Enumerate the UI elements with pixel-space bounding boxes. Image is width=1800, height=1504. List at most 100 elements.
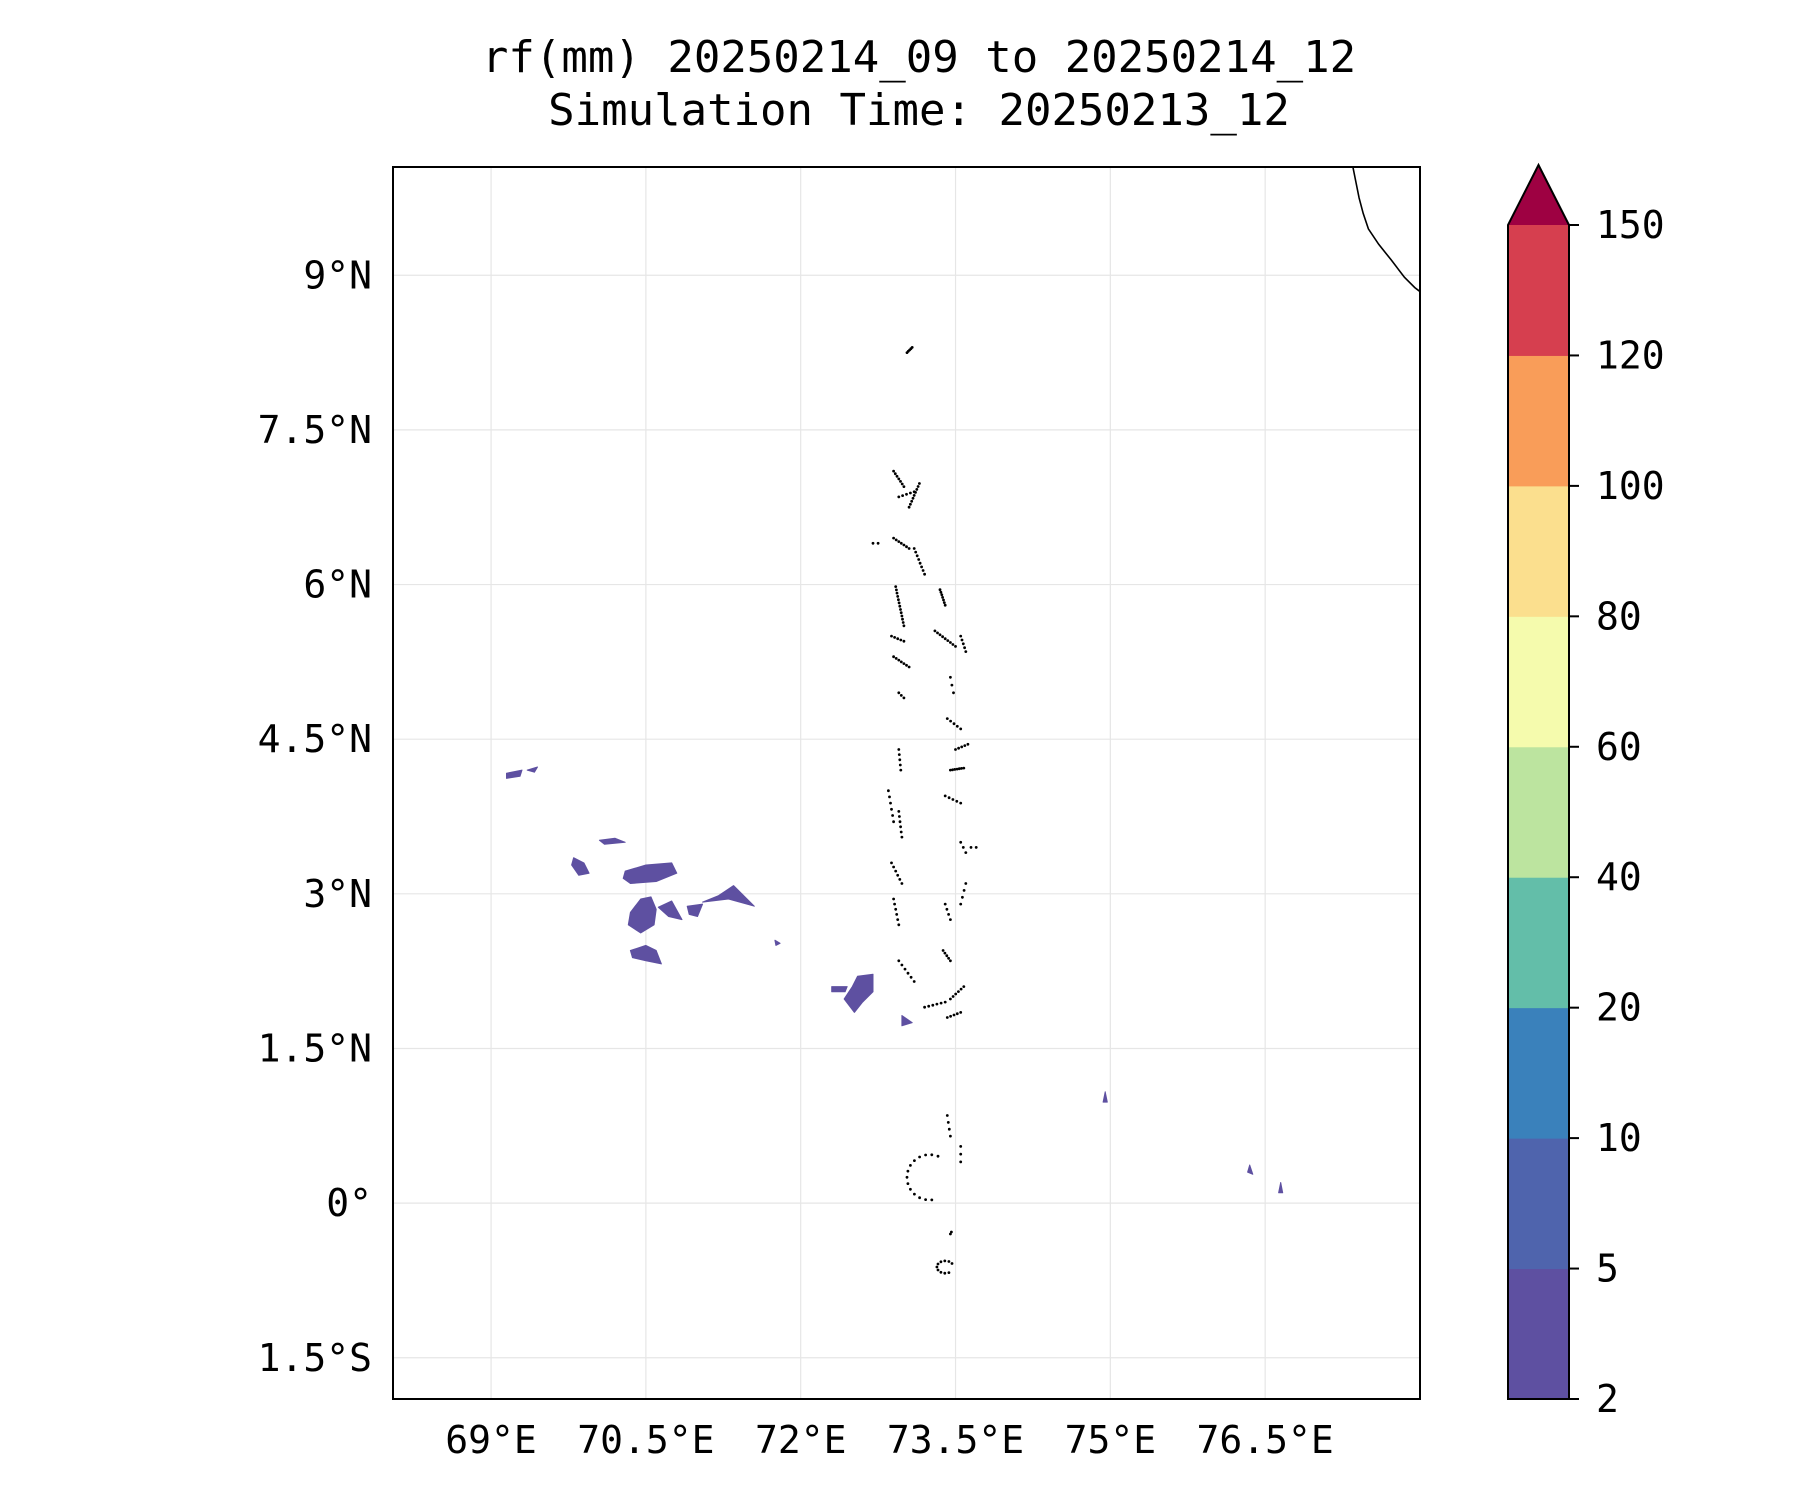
lat-tick-label: 9°N <box>303 253 372 297</box>
rain-patch <box>629 944 662 965</box>
rainfall-patches <box>506 766 1284 1194</box>
island-dot <box>900 882 904 885</box>
island-dot <box>894 585 898 588</box>
island-dot <box>947 956 950 960</box>
colorbar-tick-label: 60 <box>1596 725 1642 769</box>
island-dot <box>954 748 957 751</box>
island-dot <box>888 795 891 799</box>
rain-patch <box>1102 1091 1108 1103</box>
island-dot <box>947 1127 951 1131</box>
island-dot <box>959 1011 963 1014</box>
island-dot <box>900 963 904 967</box>
lon-tick-label: 69°E <box>445 1418 537 1462</box>
island-dot <box>949 719 952 723</box>
island-dot <box>945 907 949 911</box>
island-dot <box>946 639 950 642</box>
island-dot <box>938 588 942 592</box>
colorbar-segment <box>1508 1138 1569 1270</box>
colorbar-segment <box>1508 877 1569 1009</box>
island-dot <box>949 997 952 1001</box>
island-dot <box>892 469 895 473</box>
island-dot <box>895 474 899 478</box>
island-dot <box>917 558 921 561</box>
island-dot <box>960 745 964 749</box>
island-dot <box>954 992 958 996</box>
island-dot <box>951 768 954 772</box>
island-dot <box>907 547 911 550</box>
colorbar-tick-label: 100 <box>1596 464 1665 508</box>
island-dot <box>952 1013 956 1017</box>
island-dot <box>910 346 914 349</box>
island-dot <box>894 907 898 911</box>
island-dot <box>894 657 898 660</box>
island-dot <box>916 485 920 488</box>
rain-patch <box>598 837 626 845</box>
island-dot <box>918 1196 921 1200</box>
island-dot <box>897 495 901 499</box>
island-dot <box>909 502 912 506</box>
island-dot <box>897 810 901 813</box>
island-outlines <box>871 346 978 1275</box>
island-dot <box>943 1271 947 1275</box>
island-dot <box>959 840 963 844</box>
island-dot <box>946 1121 950 1124</box>
island-dot <box>889 801 892 805</box>
map-title-line-1: rf(mm) 20250214_09 to 20250214_12 <box>482 32 1356 83</box>
island-dot <box>899 611 903 615</box>
lon-tick-label: 75°E <box>1065 1418 1157 1462</box>
rain-patch <box>571 857 590 876</box>
island-dot <box>962 985 966 988</box>
island-dot <box>896 595 900 598</box>
island-dot <box>902 485 906 488</box>
island-dot <box>959 902 963 906</box>
island-dot <box>959 1152 963 1156</box>
island-dot <box>890 807 893 811</box>
island-dot <box>957 767 961 771</box>
latitude-tick-labels: 9°N 7.5°N 6°N 4.5°N 3°N 1.5°N 0° 1.5°S <box>258 253 372 1380</box>
island-dot <box>906 1182 910 1185</box>
lon-tick-label: 73.5°E <box>887 1418 1024 1462</box>
island-dot <box>963 744 967 747</box>
island-dot <box>918 1155 921 1159</box>
island-dot <box>894 538 898 542</box>
island-dot <box>938 633 942 637</box>
island-dot <box>949 918 952 921</box>
island-dot <box>949 768 952 772</box>
lon-tick-label: 70.5°E <box>577 1418 714 1462</box>
island-dot <box>892 897 895 901</box>
island-dot <box>969 846 973 849</box>
island-dot <box>959 1160 963 1164</box>
island-dot <box>955 1012 959 1016</box>
island-dot <box>923 572 926 576</box>
island-dot <box>936 1268 940 1272</box>
island-dot <box>898 878 902 881</box>
island-dot <box>911 496 915 500</box>
island-dot <box>898 604 902 608</box>
island-dot <box>963 646 966 650</box>
island-dot <box>964 851 968 854</box>
island-dot <box>950 683 954 687</box>
island-dot <box>897 691 901 695</box>
island-dot <box>901 617 904 621</box>
island-dot <box>895 913 899 916</box>
island-dot <box>964 882 968 885</box>
island-dot <box>912 494 916 497</box>
island-dot <box>918 482 921 485</box>
rain-patch <box>1278 1182 1284 1194</box>
island-dot <box>893 472 897 476</box>
island-dot <box>949 675 952 679</box>
rain-patch <box>686 903 704 917</box>
island-dot <box>947 796 951 800</box>
colorbar-tick-label: 20 <box>1596 986 1642 1030</box>
island-dot <box>950 1262 954 1265</box>
coastlines <box>1352 167 1420 293</box>
island-dot <box>941 949 945 952</box>
island-dot <box>955 799 959 803</box>
island-dot <box>902 624 906 628</box>
island-dot <box>887 789 890 793</box>
island-dot <box>942 601 946 604</box>
island-dot <box>906 1169 910 1173</box>
lat-tick-label: 4.5°N <box>258 717 372 761</box>
island-dot <box>974 846 978 849</box>
